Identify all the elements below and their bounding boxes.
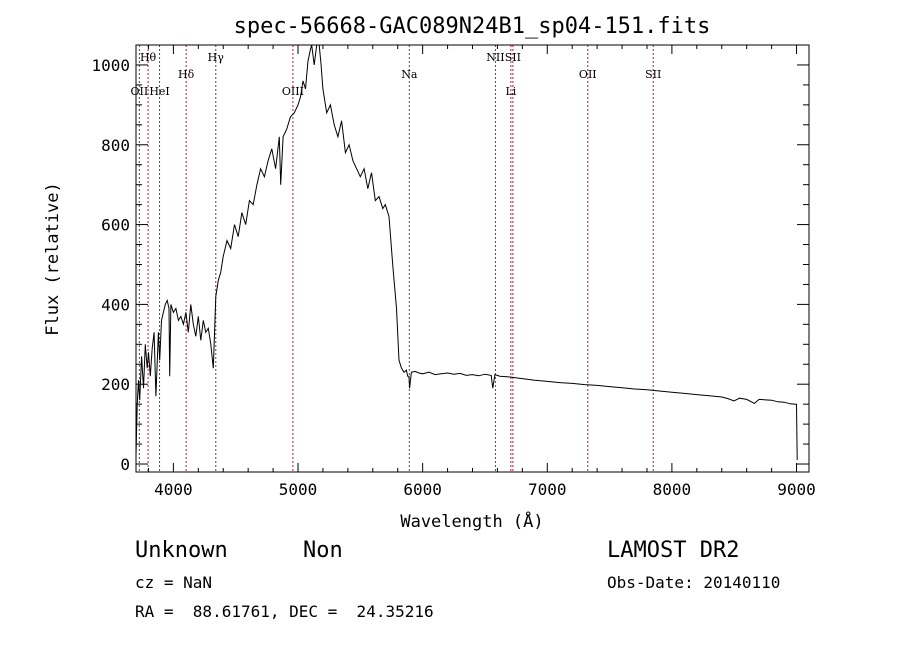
x-tick-label: 4000 bbox=[154, 480, 193, 499]
subclass-label: Non bbox=[303, 538, 343, 563]
spectral-line-label: OII bbox=[131, 85, 149, 98]
spectrum-line bbox=[135, 44, 798, 461]
y-tick-label: 1000 bbox=[91, 56, 130, 75]
x-tick-label: 8000 bbox=[653, 480, 692, 499]
spectral-line-label: HeI bbox=[149, 85, 169, 98]
x-tick-label: 5000 bbox=[279, 480, 318, 499]
spectral-line-label: Hγ bbox=[208, 51, 225, 64]
x-axis-label: Wavelength (Å) bbox=[400, 510, 543, 532]
spectral-line-label: Na bbox=[401, 68, 418, 81]
y-tick-label: 0 bbox=[120, 455, 130, 474]
x-tick-label: 6000 bbox=[403, 480, 442, 499]
survey-label: LAMOST DR2 bbox=[607, 538, 740, 563]
class-label: Unknown bbox=[135, 538, 228, 563]
y-tick-label: 600 bbox=[101, 216, 130, 235]
cz-label: cz = NaN bbox=[135, 573, 213, 592]
chart-title: spec-56668-GAC089N24B1_sp04-151.fits bbox=[234, 14, 711, 39]
spectral-line-label: Hθ bbox=[140, 51, 157, 64]
y-tick-label: 200 bbox=[101, 375, 130, 394]
y-tick-label: 800 bbox=[101, 136, 130, 155]
spectral-line-label: SII bbox=[505, 51, 521, 64]
y-tick-label: 400 bbox=[101, 295, 130, 314]
spectral-line-label: Li bbox=[505, 85, 516, 98]
x-tick-label: 9000 bbox=[777, 480, 816, 499]
spectral-line-label: SII bbox=[645, 68, 661, 81]
axis-ticks: 4000 5000 6000 7000 8000 9000 0 200 400 600 800 100… bbox=[91, 44, 816, 499]
spectral-line-label: Hδ bbox=[178, 68, 195, 81]
coords-label: RA = 88.61761, DEC = 24.35216 bbox=[135, 602, 434, 621]
obs-date-label: Obs-Date: 20140110 bbox=[607, 573, 781, 592]
spectral-line-label: NII bbox=[486, 51, 504, 64]
spectral-line-label: OII bbox=[579, 68, 597, 81]
y-axis-label: Flux (relative) bbox=[43, 182, 63, 336]
spectral-line-label: OIII bbox=[282, 85, 304, 98]
plot-frame bbox=[135, 44, 810, 473]
x-tick-label: 7000 bbox=[528, 480, 567, 499]
